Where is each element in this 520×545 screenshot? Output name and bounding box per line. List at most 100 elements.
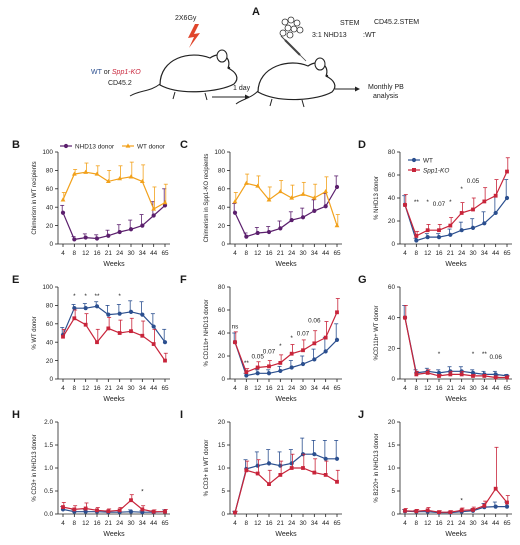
x-tick-label: 30 <box>127 250 135 257</box>
x-tick-label: 16 <box>265 250 273 257</box>
data-point <box>83 506 88 511</box>
data-point <box>482 221 487 226</box>
y-tick-label: 10 <box>218 465 226 472</box>
series-nhd13-donor <box>60 188 168 242</box>
x-tick-label: 24 <box>116 385 124 392</box>
series-line <box>62 499 165 513</box>
data-point <box>233 340 237 345</box>
data-point <box>459 372 464 377</box>
data-point <box>128 509 134 514</box>
legend-label: WT <box>423 157 433 164</box>
x-axis-title: Weeks <box>275 261 297 268</box>
significance-label: * <box>438 351 441 358</box>
x-tick-label: 44 <box>322 520 330 527</box>
data-point <box>482 503 487 508</box>
data-point <box>151 213 156 218</box>
significance-label: 0.07 <box>263 349 276 356</box>
significance-label: 0.05 <box>467 178 480 185</box>
data-point <box>140 507 145 512</box>
y-tick-label: 20 <box>218 223 226 230</box>
data-point <box>140 312 145 317</box>
significance-label: * <box>426 199 429 206</box>
significance-label: * <box>290 335 293 342</box>
x-axis-title: Weeks <box>103 396 125 403</box>
series-line <box>234 453 337 513</box>
data-point <box>128 174 134 179</box>
x-tick-label: 12 <box>424 520 432 527</box>
x-tick-label: 34 <box>481 250 489 257</box>
panel-label: I <box>180 409 183 421</box>
x-tick-label: 12 <box>424 250 432 257</box>
series-line <box>234 312 338 373</box>
panel-label: H <box>12 409 20 421</box>
x-tick-label: 21 <box>277 250 285 257</box>
data-point <box>151 342 156 346</box>
x-tick-label: 44 <box>492 385 500 392</box>
data-point <box>493 375 498 380</box>
x-axis-title: Weeks <box>275 396 297 403</box>
y-tick-label: 40 <box>388 315 396 322</box>
x-tick-label: 30 <box>299 520 307 527</box>
significance-label: * <box>84 293 87 300</box>
data-point <box>414 234 419 238</box>
data-point <box>151 509 156 514</box>
data-point <box>95 508 99 513</box>
series-wt-donor <box>232 173 340 228</box>
data-point <box>505 169 509 174</box>
significance-label: * <box>472 351 475 358</box>
recipient-mouse-icon <box>235 57 336 108</box>
y-tick-label: 0 <box>391 241 395 248</box>
x-tick-label: 8 <box>415 250 419 257</box>
y-tick-label: 100 <box>42 149 53 156</box>
data-point <box>436 370 442 375</box>
chart-panel-d: D 0 20 40 60 80 4 8 12 16 21 24 30 34 44 65 Weeks % NHD13… <box>358 139 512 268</box>
significance-label: 0.07 <box>297 330 310 337</box>
data-point <box>117 311 122 316</box>
y-tick-label: 80 <box>218 284 226 291</box>
legend-marker <box>63 143 69 149</box>
chart-panel-c: C 0 20 40 60 80 100 4 8 12 16 21 24 30 34 44 65 Weeks Chim… <box>180 139 342 268</box>
data-point <box>493 372 498 377</box>
y-tick-label: 20 <box>46 223 54 230</box>
data-point <box>312 470 317 475</box>
data-point <box>289 195 295 200</box>
data-point <box>140 223 145 228</box>
x-axis-title: Weeks <box>445 396 467 403</box>
data-point <box>266 229 272 235</box>
cd452stem-label: CD45.2.STEM <box>374 19 419 26</box>
x-tick-label: 30 <box>127 520 135 527</box>
data-point <box>493 504 498 509</box>
y-tick-label: 0 <box>221 241 225 248</box>
data-point <box>312 341 317 346</box>
y-tick-label: 100 <box>214 149 225 156</box>
x-tick-label: 16 <box>435 250 443 257</box>
series-spp1-ko <box>233 453 340 515</box>
x-tick-label: 21 <box>447 250 455 257</box>
y-tick-label: 15 <box>388 442 396 449</box>
data-point <box>151 324 156 329</box>
series-spp1-ko <box>403 157 510 238</box>
x-tick-label: 30 <box>469 250 477 257</box>
data-point <box>163 358 167 363</box>
x-tick-label: 24 <box>116 250 124 257</box>
y-tick-label: 20 <box>388 346 396 353</box>
series-line <box>234 182 338 226</box>
significance-label: * <box>73 293 76 300</box>
data-point <box>470 370 476 375</box>
x-tick-label: 4 <box>403 385 407 392</box>
data-point <box>334 223 340 228</box>
panel-label: D <box>358 139 366 151</box>
series-line <box>62 204 166 241</box>
chart-panel-h: H 0.0 0.5 1.0 1.5 2.0 4 8 12 16 21 24 30 34 44 65 Weeks%… <box>12 409 170 538</box>
y-axis-title: % B220+ in NHD13 donor <box>374 433 380 502</box>
data-point <box>278 368 283 374</box>
data-point <box>83 235 88 240</box>
x-tick-label: 30 <box>469 385 477 392</box>
data-point <box>323 335 328 340</box>
y-tick-label: 10 <box>388 465 396 472</box>
x-tick-label: 4 <box>61 520 65 527</box>
data-point <box>232 199 238 204</box>
x-tick-label: 24 <box>288 520 296 527</box>
data-point <box>129 498 133 503</box>
series-line <box>234 186 338 238</box>
